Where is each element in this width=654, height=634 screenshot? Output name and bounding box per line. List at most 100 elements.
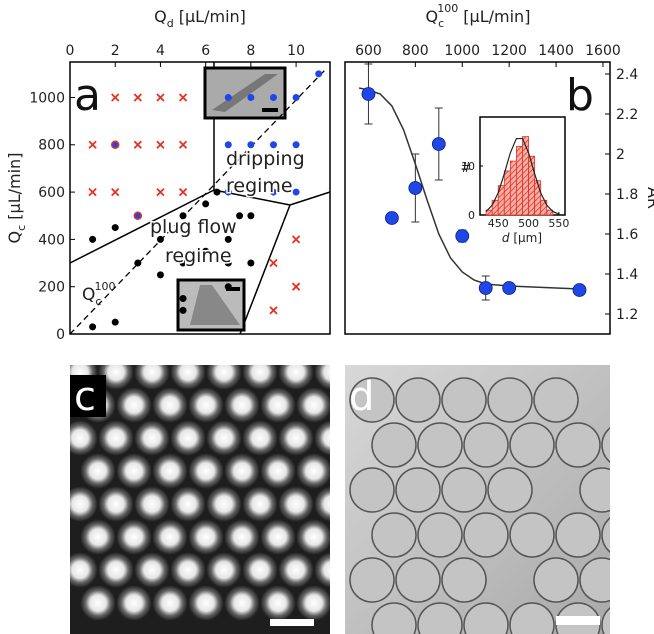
point [180,94,187,101]
droplet [464,513,508,557]
droplet [134,486,170,522]
x-tick-label: 4 [156,43,165,59]
point [270,94,277,101]
point [89,141,96,148]
droplet [206,486,242,522]
droplet [556,513,600,557]
point [112,224,119,231]
y-tick-label: 1.2 [616,307,638,323]
y-tick-label: 0 [468,209,475,222]
droplet [442,558,486,602]
point [432,138,445,151]
droplet [170,354,206,390]
label-part: c [438,17,444,30]
droplet [396,468,440,512]
droplet [314,354,350,390]
point [157,141,164,148]
y-tick-label: 2.2 [616,107,638,123]
x-tick-label: 0 [66,43,75,59]
point [89,189,96,196]
droplet [224,387,260,423]
x-tick-label: 8 [246,43,255,59]
droplet [580,558,624,602]
point [180,307,187,314]
x-tick-label: 10 [287,43,305,59]
droplet [98,420,134,456]
point [247,212,254,219]
droplet [278,354,314,390]
point [315,70,322,77]
droplet [418,423,462,467]
droplet [152,519,188,555]
label-part: c [95,295,101,308]
point [134,141,141,148]
droplet [98,486,134,522]
droplet [98,552,134,588]
droplet [488,468,532,512]
point [112,141,119,148]
point [112,319,119,326]
droplet [350,558,394,602]
droplet [534,378,578,422]
point [236,212,243,219]
droplet [242,420,278,456]
label-part: Q [5,231,24,244]
droplet [80,519,116,555]
annotation: dripping [226,148,305,170]
droplet [350,468,394,512]
droplet [510,513,554,557]
droplet [80,453,116,489]
droplet [556,423,600,467]
y-tick-label: 1.6 [616,227,638,243]
droplet [134,552,170,588]
droplet [116,453,152,489]
hist-bar [523,137,529,215]
micrograph-d [345,365,646,634]
panel-label: c [74,374,96,420]
annotation: regime [226,175,293,197]
x-tick-label: 550 [548,217,569,230]
droplet [242,486,278,522]
point [479,282,492,295]
droplet [372,423,416,467]
x-tick-label: 600 [355,43,382,59]
point [134,212,141,219]
droplet [442,468,486,512]
point [362,88,375,101]
droplet [188,387,224,423]
droplet [242,354,278,390]
droplet [278,420,314,456]
droplet [206,420,242,456]
point [293,283,300,290]
point [134,94,141,101]
point [270,307,277,314]
scale-bar [270,619,314,626]
label-part: [μm] [510,231,543,245]
y-tick-label: 1.4 [616,267,638,283]
axis-label: Qd [μL/min] [154,7,246,30]
micrograph-c [62,354,368,634]
hist-bar [510,161,516,215]
droplet [602,423,646,467]
droplet [296,585,332,621]
x-tick-label: 2 [111,43,120,59]
axis-label: Qc [μL/min] [5,153,28,244]
inset-photo [205,68,285,118]
point [225,283,232,290]
x-tick-label: 1400 [538,43,574,59]
y-tick-label: 600 [38,185,65,201]
droplet [260,585,296,621]
label-part: [μL/min] [174,7,246,26]
annotation: regime [165,245,232,267]
axis-label: Qc100 [82,280,115,308]
point [89,323,96,330]
droplet [296,519,332,555]
droplet [170,552,206,588]
inset-photo [178,280,244,330]
droplet [206,552,242,588]
x-tick-label: 1000 [444,43,480,59]
point [213,189,220,196]
label-part: d [167,17,174,30]
droplet [188,453,224,489]
droplet [260,387,296,423]
